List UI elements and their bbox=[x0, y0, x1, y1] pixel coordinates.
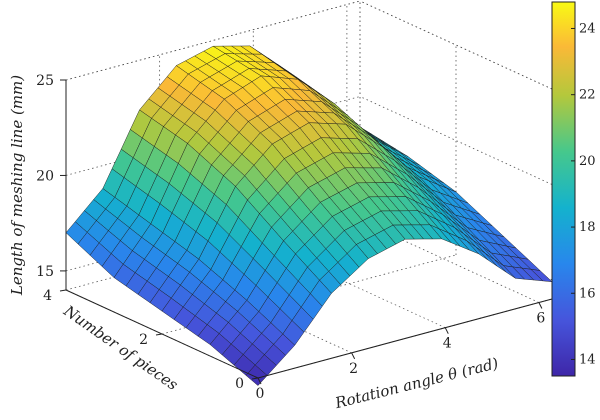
x-tick-label: 2 bbox=[349, 361, 358, 377]
x-tick-mark bbox=[257, 377, 262, 385]
box-edge bbox=[65, 0, 361, 81]
y-tick-mark bbox=[59, 289, 67, 292]
x-tick-label: 4 bbox=[443, 336, 452, 352]
x-tick-mark bbox=[351, 352, 356, 360]
surface bbox=[65, 45, 553, 386]
x-tick-label: 0 bbox=[256, 386, 265, 402]
z-tick-label: 20 bbox=[36, 168, 54, 184]
colorbar-tick-label: 16 bbox=[579, 286, 596, 301]
z-axis-title: Length of meshing line (mm) bbox=[8, 75, 26, 296]
y-tick-label: 0 bbox=[235, 376, 244, 392]
colorbar-scale bbox=[551, 1, 576, 377]
x-tick-label: 6 bbox=[536, 311, 545, 327]
y-tick-label: 4 bbox=[43, 288, 52, 304]
y-tick-mark bbox=[251, 377, 259, 380]
x-axis-line bbox=[257, 298, 553, 379]
colorbar-tick-label: 24 bbox=[579, 21, 596, 36]
colorbar-tick-label: 22 bbox=[579, 88, 596, 103]
y-tick-mark bbox=[155, 333, 163, 336]
surface-facet bbox=[245, 364, 268, 386]
x-tick-mark bbox=[538, 302, 543, 309]
x-tick-mark bbox=[444, 327, 449, 334]
axes: 0 2 4 6 0 2 4 15 20 25 bbox=[36, 73, 553, 402]
colorbar: 14 16 18 20 22 24 bbox=[551, 1, 596, 377]
colorbar-tick-label: 14 bbox=[579, 352, 596, 367]
box-edge bbox=[359, 0, 553, 90]
z-tick-label: 15 bbox=[36, 264, 54, 280]
y-tick-label: 2 bbox=[139, 332, 148, 348]
colorbar-tick-label: 18 bbox=[579, 220, 596, 235]
colorbar-tick-label: 20 bbox=[579, 154, 596, 169]
grid-line bbox=[359, 96, 553, 185]
z-tick-label: 25 bbox=[36, 73, 54, 89]
